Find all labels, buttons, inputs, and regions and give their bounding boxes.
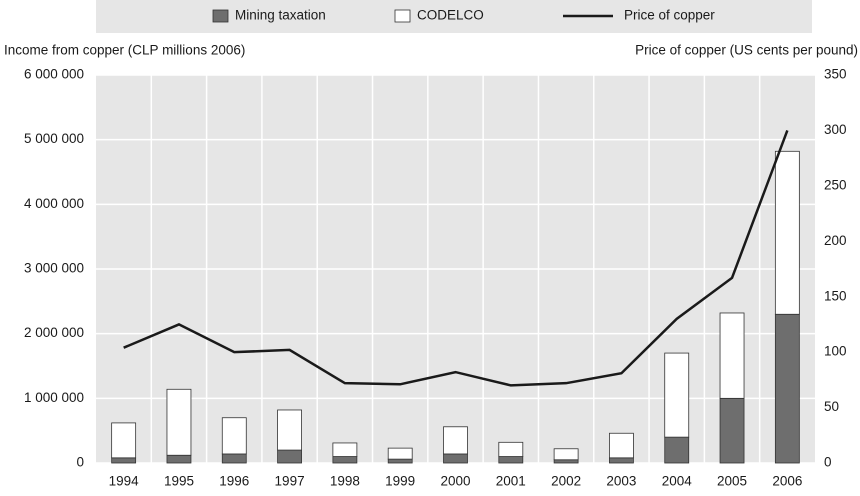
bar-segment [332,456,358,464]
bar-segment [166,388,192,456]
bar-segment [166,454,192,464]
bar-segment [498,456,524,464]
bar-segment [719,312,745,399]
bar-segment [387,458,413,464]
y-tick-label: 3 000 000 [24,261,84,276]
x-tick-label: 1995 [164,474,194,489]
bar-segment [609,432,634,459]
y-tick-label: 5 000 000 [24,131,84,146]
x-tick-label: 1996 [219,474,249,489]
y2-tick-label: 250 [824,177,847,192]
bar-segment [111,422,137,459]
legend-swatch [212,9,229,23]
bar-segment [609,457,634,464]
price-line [123,129,789,387]
x-tick-label: 2005 [717,474,747,489]
x-tick-label: 2001 [496,474,526,489]
x-tick-label: 2006 [772,474,802,489]
y2-tick-label: 300 [824,122,847,137]
y-axis-title: Income from copper (CLP millions 2006) [4,43,245,58]
x-tick-label: 2004 [662,474,693,489]
bar-segment [774,313,800,464]
bar-segment [221,453,247,464]
y2-tick-label: 200 [824,233,847,248]
bar-segment [443,426,468,455]
y-tick-label: 2 000 000 [24,325,84,340]
legend-label: CODELCO [417,8,484,23]
bar-segment [332,442,358,457]
x-tick-label: 2002 [551,474,581,489]
y-tick-label: 6 000 000 [24,67,84,82]
y2-tick-label: 50 [824,399,839,414]
bar-segment [553,448,579,461]
legend-label: Price of copper [624,8,715,23]
x-tick-label: 1997 [275,474,305,489]
x-tick-label: 1994 [109,474,140,489]
bar-segment [664,352,690,438]
bar-segment [111,457,137,464]
bar-segment [553,459,579,464]
bar-segment [664,436,690,464]
x-tick-label: 2003 [606,474,636,489]
bar-segment [498,441,524,457]
bar-segment [387,447,413,460]
x-tick-label: 2000 [440,474,470,489]
bar-segment [774,150,800,315]
x-tick-label: 1999 [385,474,415,489]
bar-segment [277,449,302,464]
bar-segment [277,409,302,451]
y2-tick-label: 100 [824,344,847,359]
y2-tick-label: 150 [824,288,847,303]
y-tick-label: 0 [76,455,84,470]
legend-label: Mining taxation [235,8,326,23]
bar-segment [443,453,468,464]
y2-tick-label: 0 [824,455,832,470]
y-tick-label: 1 000 000 [24,390,84,405]
legend-swatch [394,9,411,23]
bar-segment [221,417,247,455]
y2-tick-label: 350 [824,67,847,82]
x-tick-label: 1998 [330,474,360,489]
y-tick-label: 4 000 000 [24,196,84,211]
bar-segment [719,397,745,464]
y2-axis-title: Price of copper (US cents per pound) [635,43,858,58]
